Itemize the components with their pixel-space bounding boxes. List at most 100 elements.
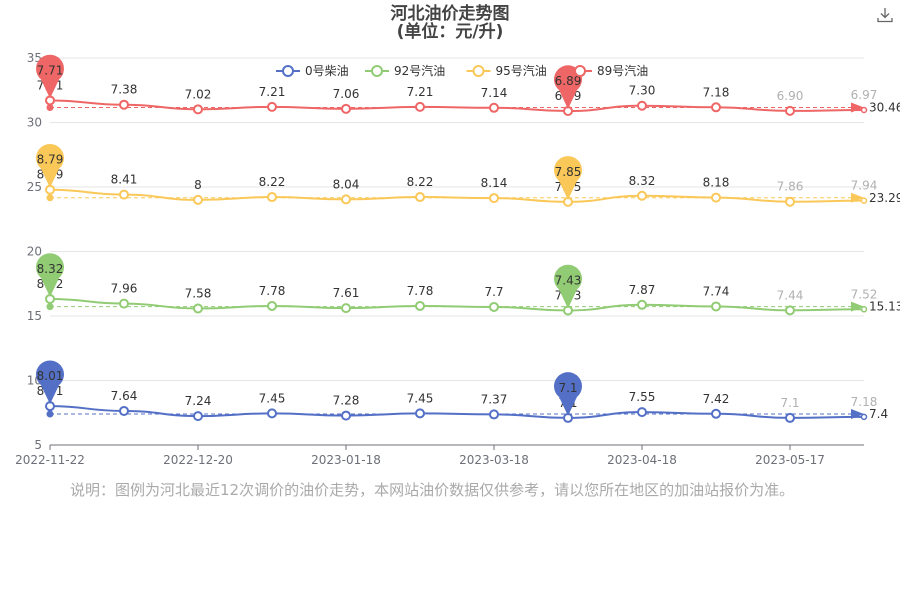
data-point[interactable] bbox=[193, 303, 203, 314]
data-label: 7.94 bbox=[851, 179, 878, 193]
data-point[interactable] bbox=[193, 104, 203, 115]
min-marker bbox=[554, 156, 582, 200]
min-marker bbox=[554, 372, 583, 416]
data-label: 7.18 bbox=[851, 395, 878, 409]
y-tick-label: 5 bbox=[34, 438, 42, 452]
chart-title: 河北油价走势图 bbox=[390, 4, 510, 24]
data-point[interactable] bbox=[637, 299, 647, 310]
data-label: 7.58 bbox=[185, 287, 212, 301]
data-label: 7.30 bbox=[629, 84, 656, 98]
legend-item[interactable]: 89号汽油 bbox=[568, 63, 648, 78]
x-tick-label: 2023-05-17 bbox=[755, 453, 825, 467]
chart-subtitle: (单位：元/升) bbox=[396, 22, 504, 42]
data-point[interactable] bbox=[711, 408, 721, 419]
data-point[interactable] bbox=[415, 300, 425, 311]
data-point[interactable] bbox=[489, 301, 499, 312]
average-label: 15.13 bbox=[869, 300, 900, 314]
data-label: 7.61 bbox=[333, 286, 360, 300]
data-point[interactable] bbox=[785, 105, 795, 116]
data-label: 7.14 bbox=[481, 86, 508, 100]
data-point[interactable] bbox=[267, 101, 277, 112]
data-point[interactable] bbox=[860, 197, 868, 204]
data-label: 8.14 bbox=[481, 176, 508, 190]
legend-label: 95号汽油 bbox=[496, 63, 547, 78]
data-label: 8.18 bbox=[703, 176, 730, 190]
data-point[interactable] bbox=[785, 412, 795, 423]
y-tick-label: 20 bbox=[27, 245, 42, 259]
data-point[interactable] bbox=[785, 305, 795, 316]
max-marker-label: 8.32 bbox=[37, 262, 64, 276]
data-point[interactable] bbox=[267, 192, 277, 203]
data-point[interactable] bbox=[119, 99, 129, 110]
average-start-dot bbox=[46, 410, 54, 418]
average-label: 7.4 bbox=[869, 407, 888, 421]
data-label: 7.45 bbox=[407, 391, 434, 405]
x-tick-label: 2023-03-18 bbox=[459, 453, 529, 467]
data-point[interactable] bbox=[489, 102, 499, 113]
y-tick-label: 15 bbox=[27, 309, 42, 323]
data-point[interactable] bbox=[489, 193, 499, 204]
series-line bbox=[49, 99, 865, 113]
x-tick-label: 2023-01-18 bbox=[311, 453, 381, 467]
data-label: 7.02 bbox=[185, 87, 212, 101]
data-point[interactable] bbox=[785, 196, 795, 207]
x-tick-label: 2022-11-22 bbox=[15, 453, 85, 467]
data-point[interactable] bbox=[860, 106, 868, 114]
data-label: 8 bbox=[194, 178, 202, 192]
data-label: 7.42 bbox=[703, 392, 730, 406]
series-line bbox=[49, 405, 865, 419]
y-tick-label: 30 bbox=[27, 116, 42, 130]
data-label: 7.87 bbox=[629, 283, 656, 297]
data-point[interactable] bbox=[637, 190, 647, 201]
max-marker bbox=[36, 143, 64, 188]
average-start-dot bbox=[46, 103, 54, 111]
max-marker bbox=[36, 54, 65, 99]
data-point[interactable] bbox=[119, 298, 129, 309]
data-label: 7.78 bbox=[407, 284, 434, 298]
data-point[interactable] bbox=[341, 194, 351, 205]
data-point[interactable] bbox=[193, 411, 203, 422]
download-icon[interactable] bbox=[876, 6, 894, 24]
legend-label: 0号柴油 bbox=[305, 64, 349, 78]
data-point[interactable] bbox=[341, 103, 351, 114]
data-label: 7.78 bbox=[259, 284, 286, 298]
data-point[interactable] bbox=[415, 101, 425, 112]
data-label: 8.04 bbox=[333, 177, 360, 191]
data-point[interactable] bbox=[860, 306, 868, 313]
data-point[interactable] bbox=[267, 408, 277, 419]
series-line bbox=[49, 188, 865, 203]
data-point[interactable] bbox=[341, 303, 351, 314]
data-point[interactable] bbox=[267, 300, 277, 311]
x-tick-label: 2022-12-20 bbox=[163, 453, 233, 467]
max-marker-label: 8.79 bbox=[37, 153, 64, 167]
data-point[interactable] bbox=[637, 100, 647, 111]
x-tick-label: 2023-04-18 bbox=[607, 453, 677, 467]
legend-item[interactable]: 95号汽油 bbox=[466, 63, 547, 78]
data-point[interactable] bbox=[415, 192, 425, 203]
data-label: 7.21 bbox=[259, 85, 286, 99]
data-label: 7.1 bbox=[780, 396, 799, 410]
average-start-dot bbox=[46, 194, 54, 202]
data-point[interactable] bbox=[119, 189, 129, 200]
data-point[interactable] bbox=[415, 408, 425, 419]
data-point[interactable] bbox=[860, 413, 868, 421]
data-point[interactable] bbox=[193, 194, 203, 205]
legend-item[interactable]: 0号柴油 bbox=[276, 64, 349, 78]
data-point[interactable] bbox=[489, 409, 499, 420]
max-marker bbox=[36, 253, 65, 297]
legend-marker bbox=[371, 65, 383, 77]
max-marker-label: 8.01 bbox=[37, 369, 64, 383]
legend-item[interactable]: 92号汽油 bbox=[365, 63, 445, 78]
data-point[interactable] bbox=[711, 192, 721, 203]
legend-label: 92号汽油 bbox=[394, 63, 445, 78]
data-point[interactable] bbox=[119, 405, 129, 416]
data-label: 6.97 bbox=[851, 88, 878, 102]
y-tick-label: 25 bbox=[27, 180, 42, 194]
data-point[interactable] bbox=[637, 407, 647, 418]
data-point[interactable] bbox=[711, 301, 721, 312]
data-point[interactable] bbox=[341, 410, 351, 421]
data-label: 8.41 bbox=[111, 173, 138, 187]
data-label: 7.38 bbox=[111, 83, 138, 97]
data-point[interactable] bbox=[711, 102, 721, 113]
